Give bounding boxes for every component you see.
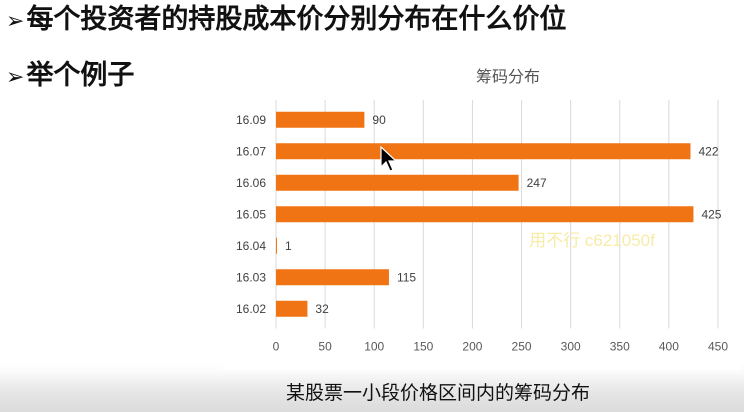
chart-title: 筹码分布 [476,68,540,86]
category-label: 16.09 [236,113,266,127]
category-label: 16.04 [236,239,266,253]
x-tick-label: 50 [318,340,332,354]
chart-container: 筹码分布 16.09 16.07 16.06 16.05 16.04 16.03 16.02… [222,58,740,370]
x-tick-label: 400 [659,340,679,354]
chart-category-labels: 16.09 16.07 16.06 16.05 16.04 16.03 16.02 [236,113,266,316]
watermark: 用不行 c621050f [529,231,655,250]
category-label: 16.03 [236,270,266,284]
bar [276,238,277,254]
x-tick-label: 150 [413,340,433,354]
bar [276,175,519,191]
x-tick-label: 200 [462,340,482,354]
bullet-heading-1: ➢每个投资者的持股成本价分别分布在什么价位 [6,4,566,38]
category-label: 16.02 [236,302,266,316]
data-label: 425 [701,207,721,221]
data-label: 247 [527,176,547,190]
x-tick-label: 0 [273,340,280,354]
chart-bars [276,112,693,317]
bullet-arrow-icon: ➢ [6,65,24,90]
bar [276,143,690,159]
data-label: 1 [285,239,292,253]
bar [276,206,693,222]
data-label: 32 [315,302,329,316]
bullet-arrow-icon: ➢ [6,9,24,34]
bar [276,301,307,317]
bar-chart: 筹码分布 16.09 16.07 16.06 16.05 16.04 16.03 16.02… [222,58,740,370]
data-label: 115 [397,270,416,284]
category-label: 16.06 [236,176,266,190]
mouse-cursor-icon [380,146,398,174]
category-label: 16.05 [236,207,266,221]
x-tick-label: 250 [512,340,532,354]
data-label: 90 [372,113,386,127]
x-tick-label: 300 [561,340,581,354]
bar [276,112,364,128]
bullet-text-2: 举个例子 [26,60,134,91]
x-tick-label: 450 [708,340,728,354]
x-tick-label: 100 [364,340,384,354]
data-label: 422 [698,144,718,158]
x-tick-label: 350 [610,340,630,354]
chart-x-tick-labels: 0 50 100 150 200 250 300 350 400 450 [273,340,729,354]
bullet-heading-2: ➢举个例子 [6,60,134,94]
bar [276,269,389,285]
slide-caption: 某股票一小段价格区间内的筹码分布 [286,378,590,405]
category-label: 16.07 [236,144,266,158]
bullet-text-1: 每个投资者的持股成本价分别分布在什么价位 [26,4,566,35]
